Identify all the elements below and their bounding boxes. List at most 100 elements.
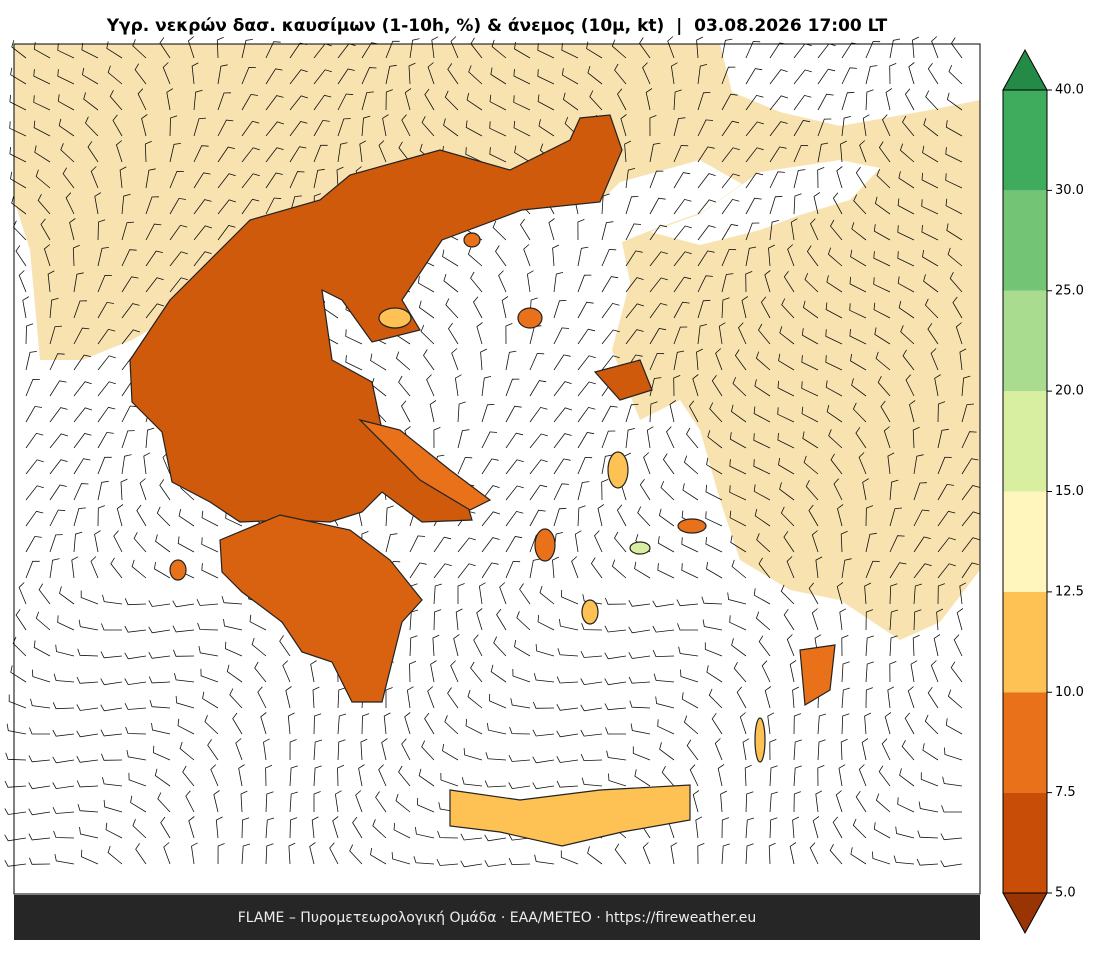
- wind-barb: [33, 95, 51, 111]
- wind-barb: [739, 712, 747, 735]
- wind-barb: [420, 324, 435, 345]
- wind-barb: [265, 791, 274, 813]
- wind-barb: [337, 764, 345, 787]
- wind-barb: [457, 401, 466, 423]
- wind-barb: [100, 678, 123, 686]
- wind-barb: [922, 145, 939, 163]
- wind-barb: [793, 713, 802, 735]
- wind-barb: [639, 37, 651, 59]
- wind-barb: [717, 764, 725, 787]
- colorbar-band: [1003, 90, 1047, 191]
- wind-barb: [409, 660, 417, 683]
- wind-barb: [436, 859, 459, 866]
- wind-barb: [780, 584, 795, 605]
- wind-barb: [175, 695, 195, 709]
- wind-barb: [755, 351, 771, 371]
- wind-barb: [427, 686, 435, 709]
- wind-barb: [634, 561, 651, 579]
- wind-barb: [961, 511, 981, 527]
- wind-barb: [110, 557, 123, 579]
- wind-barb: [470, 271, 483, 293]
- wind-barb: [889, 562, 907, 579]
- wind-barb: [52, 807, 75, 814]
- wind-barb: [133, 532, 147, 553]
- wind-barb: [97, 301, 114, 319]
- wind-barb: [580, 754, 603, 762]
- wind-barb: [793, 94, 812, 111]
- wind-barb: [889, 583, 898, 605]
- wind-barb: [15, 245, 27, 267]
- wind-barb: [959, 582, 967, 605]
- wind-barb: [468, 65, 483, 85]
- wind-barb: [697, 275, 713, 293]
- wind-barb: [918, 801, 939, 813]
- wind-barb: [865, 687, 873, 709]
- wind-barb: [90, 166, 99, 189]
- wind-barb: [378, 764, 387, 787]
- wind-barb: [229, 688, 243, 709]
- wind-barb: [887, 452, 895, 475]
- wind-barb: [639, 478, 651, 501]
- wind-barb: [828, 429, 843, 449]
- wind-barb: [865, 661, 874, 683]
- wind-barb: [553, 433, 572, 449]
- wind-barb: [355, 790, 363, 813]
- wind-barb: [454, 374, 462, 397]
- wind-barb: [470, 661, 483, 683]
- wind-barb: [433, 427, 441, 449]
- wind-barb: [82, 67, 99, 85]
- wind-barb: [887, 686, 895, 709]
- wind-barb: [574, 530, 582, 553]
- wind-barb: [897, 251, 915, 267]
- wind-barb: [811, 530, 819, 553]
- wind-barb: [148, 600, 171, 607]
- wind-barb: [913, 583, 923, 605]
- wind-barb: [385, 687, 393, 708]
- wind-barb: [508, 858, 531, 866]
- wind-barb: [481, 537, 500, 553]
- wind-barb: [732, 376, 747, 397]
- wind-barb: [660, 480, 675, 501]
- wind-barb: [83, 92, 99, 111]
- wind-barb: [76, 756, 99, 763]
- wind-barb: [535, 644, 555, 657]
- wind-barb: [537, 43, 555, 59]
- wind-barb: [169, 170, 184, 189]
- wind-barb: [47, 270, 55, 293]
- wind-barb: [625, 250, 643, 267]
- wind-barb: [767, 712, 775, 735]
- wind-barb: [193, 225, 213, 241]
- wind-barb: [375, 791, 387, 813]
- wind-barb: [553, 300, 567, 319]
- wind-barb: [263, 738, 270, 761]
- wind-barb: [490, 67, 507, 85]
- wind-barb: [741, 296, 749, 319]
- wind-barb: [745, 246, 757, 267]
- wind-barb: [777, 407, 795, 423]
- wind-barb: [577, 328, 596, 345]
- wind-barb: [49, 325, 63, 345]
- wind-barb: [11, 40, 27, 59]
- wind-barb: [289, 791, 299, 813]
- wind-barb: [920, 772, 939, 787]
- wind-barb: [481, 458, 499, 475]
- greece: [129, 114, 836, 847]
- wind-barb: [461, 777, 483, 787]
- wind-barb: [169, 277, 188, 293]
- wind-barb: [697, 92, 711, 111]
- wind-barb: [793, 145, 809, 163]
- wind-barb: [169, 197, 186, 215]
- wind-barb: [201, 510, 219, 527]
- wind-barb: [961, 562, 979, 579]
- wind-barb: [733, 662, 747, 683]
- wind-barb: [103, 799, 123, 813]
- wind-barb: [862, 478, 869, 501]
- wind-barb: [745, 41, 761, 59]
- wind-barb: [505, 459, 524, 475]
- wind-barb: [49, 459, 68, 475]
- wind-barb: [889, 635, 898, 657]
- wind-barb: [841, 67, 857, 85]
- wind-barb: [577, 219, 585, 241]
- wind-barb: [8, 694, 27, 709]
- wind-barb: [395, 793, 411, 813]
